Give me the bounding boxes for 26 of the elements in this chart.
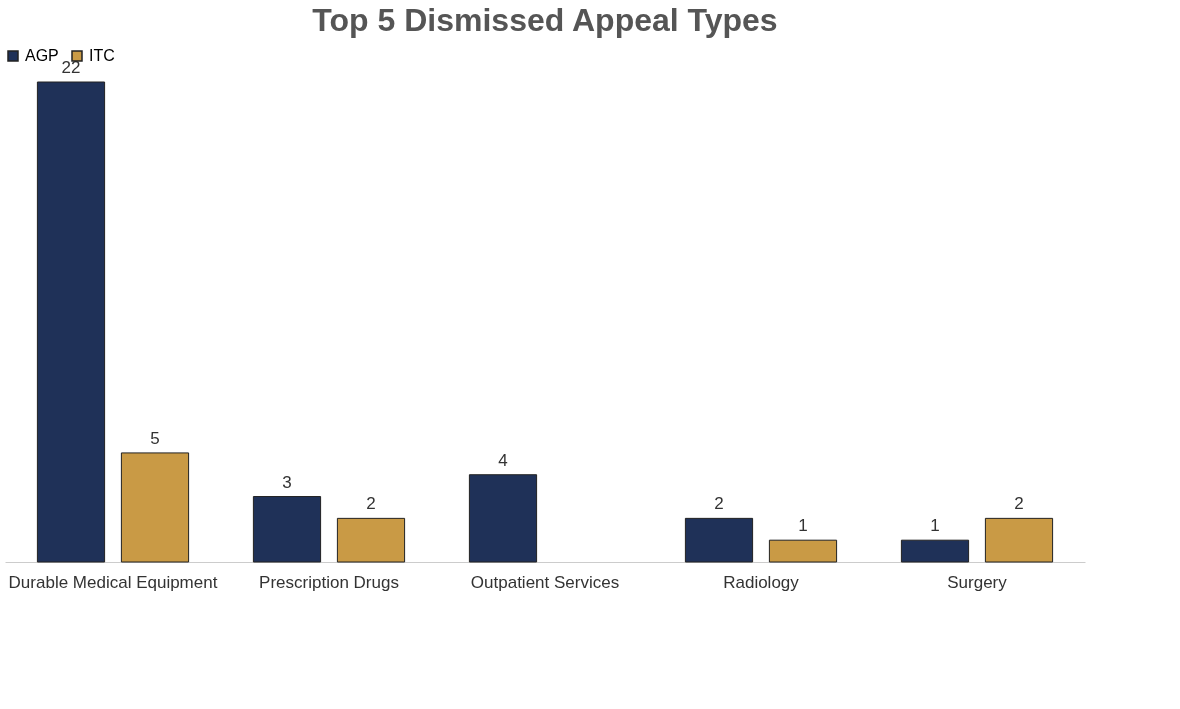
- chart-title: Top 5 Dismissed Appeal Types: [312, 2, 778, 38]
- x-tick-label: Durable Medical Equipment: [8, 572, 218, 592]
- bar: [768, 539, 838, 563]
- data-label: 2: [714, 494, 724, 514]
- bar: [984, 517, 1054, 563]
- data-label: 5: [150, 428, 160, 448]
- bar: [336, 517, 406, 563]
- bar: [252, 496, 322, 563]
- data-label: 2: [1014, 494, 1024, 514]
- bar: [900, 539, 970, 563]
- data-label: 2: [366, 494, 376, 514]
- data-label: 4: [498, 450, 508, 470]
- x-tick-label: Outpatient Services: [470, 572, 620, 592]
- legend-label: AGP: [25, 47, 59, 64]
- data-label: 1: [930, 516, 940, 536]
- bar: [120, 452, 190, 563]
- data-label: 3: [282, 472, 292, 492]
- data-label: 22: [61, 58, 81, 77]
- bar: [684, 517, 754, 563]
- bar: [468, 474, 538, 563]
- x-tick-label: Prescription Drugs: [259, 572, 399, 592]
- x-tick-label: Radiology: [723, 572, 800, 592]
- bar: [36, 81, 106, 563]
- x-tick-label: Surgery: [947, 572, 1008, 592]
- legend-label: ITC: [89, 47, 115, 64]
- data-label: 1: [798, 516, 808, 536]
